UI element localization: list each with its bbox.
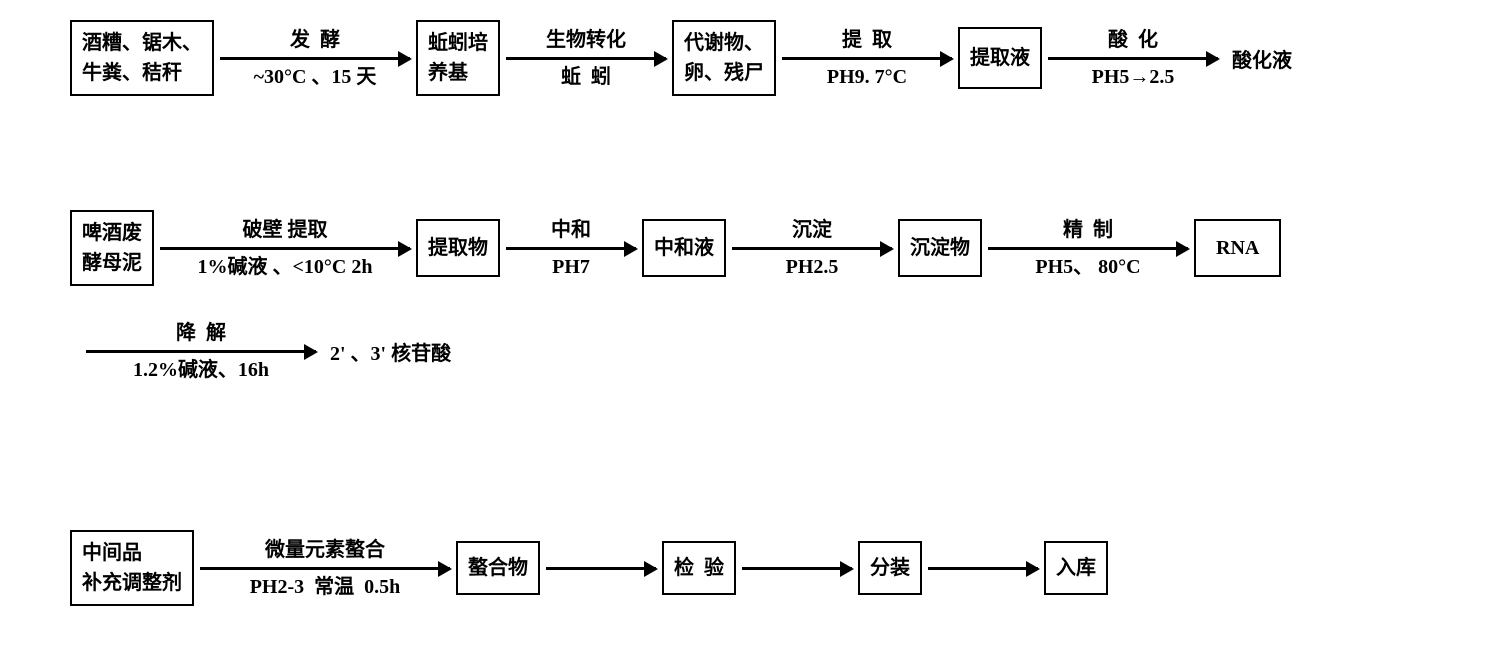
flow-row-2b: 降 解 1.2%碱液、16h 2' 、3' 核苷酸: [80, 320, 451, 383]
arrow-label-top: 降 解: [176, 320, 226, 350]
arrow-label-bot: PH9. 7°C: [827, 60, 907, 90]
arrow-bioconvert: 生物转化 蚯 蚓: [506, 27, 666, 90]
arrow-label-bot: PH2-3 常温 0.5h: [250, 570, 401, 600]
arrow-label-bot: PH5、 80°C: [1035, 250, 1140, 280]
arrow-line: [928, 567, 1038, 570]
arrow-line: [86, 350, 316, 353]
arrow-line: [200, 567, 450, 570]
flow-row-1: 酒糟、锯木、 牛粪、秸秆 发 酵 ~30°C 、15 天 蚯蚓培 养基 生物转化…: [70, 20, 1292, 96]
arrow-acidify: 酸 化 PH5→2.5: [1048, 27, 1218, 90]
arrow-to-pack: [742, 537, 852, 600]
arrow-label-bot: 1.2%碱液、16h: [133, 353, 269, 383]
arrow-label-bot: PH7: [552, 250, 590, 280]
arrow-label-top: 发 酵: [290, 27, 340, 57]
arrow-line: [1048, 57, 1218, 60]
arrow-extract: 提 取 PH9. 7°C: [782, 27, 952, 90]
box-neut-liquid: 中和液: [642, 219, 726, 277]
arrow-line: [506, 247, 636, 250]
arrow-label-top: 酸 化: [1108, 27, 1158, 57]
arrow-line: [160, 247, 410, 250]
arrow-line: [988, 247, 1188, 250]
box-rna: RNA: [1194, 219, 1281, 277]
flow-row-2: 啤酒废 酵母泥 破壁 提取 1%碱液 、<10°C 2h 提取物 中和 PH7 …: [70, 210, 1281, 286]
box-chelate: 螯合物: [456, 541, 540, 595]
box-pack: 分装: [858, 541, 922, 595]
arrow-label-top: 沉淀: [792, 217, 832, 247]
box-yeast-mud: 啤酒废 酵母泥: [70, 210, 154, 286]
arrow-label-top: 微量元素螯合: [265, 537, 385, 567]
arrow-to-store: [928, 537, 1038, 600]
arrow-label-bot: PH5→2.5: [1092, 60, 1175, 90]
box-inspect: 检 验: [662, 541, 736, 595]
text-acidified: 酸化液: [1232, 44, 1292, 73]
box-extract2: 提取物: [416, 219, 500, 277]
box-metabolites: 代谢物、 卵、残尸: [672, 20, 776, 96]
arrow-line: [742, 567, 852, 570]
arrow-label-top: 生物转化: [546, 27, 626, 57]
arrow-line: [782, 57, 952, 60]
arrow-label-bot: 1%碱液 、<10°C 2h: [198, 250, 373, 280]
arrow-line: [546, 567, 656, 570]
arrow-fermentation: 发 酵 ~30°C 、15 天: [220, 27, 410, 90]
arrow-label-bot: PH2.5: [786, 250, 839, 280]
box-store: 入库: [1044, 541, 1108, 595]
arrow-label-bot: ~30°C 、15 天: [254, 60, 377, 90]
arrow-chelate: 微量元素螯合 PH2-3 常温 0.5h: [200, 537, 450, 600]
arrow-wall-break: 破壁 提取 1%碱液 、<10°C 2h: [160, 217, 410, 280]
text-nucleotides: 2' 、3' 核苷酸: [330, 337, 451, 366]
arrow-label-top: 破壁 提取: [243, 217, 328, 247]
arrow-label-top: 提 取: [842, 27, 892, 57]
arrow-line: [732, 247, 892, 250]
box-intermediate: 中间品 补充调整剂: [70, 530, 194, 606]
arrow-refine: 精 制 PH5、 80°C: [988, 217, 1188, 280]
box-worm-medium: 蚯蚓培 养基: [416, 20, 500, 96]
box-extract: 提取液: [958, 27, 1042, 89]
arrow-label-top: [981, 537, 986, 567]
arrow-neutralize: 中和 PH7: [506, 217, 636, 280]
arrow-label-bot: 蚯 蚓: [561, 60, 611, 90]
arrow-label-top: [599, 537, 604, 567]
arrow-label-bot: [599, 570, 604, 600]
box-precipitate: 沉淀物: [898, 219, 982, 277]
arrow-label-bot: [981, 570, 986, 600]
arrow-line: [506, 57, 666, 60]
arrow-label-top: 精 制: [1063, 217, 1113, 247]
box-raw-materials: 酒糟、锯木、 牛粪、秸秆: [70, 20, 214, 96]
arrow-precipitate: 沉淀 PH2.5: [732, 217, 892, 280]
arrow-line: [220, 57, 410, 60]
flow-row-3: 中间品 补充调整剂 微量元素螯合 PH2-3 常温 0.5h 螯合物 检 验 分…: [70, 530, 1108, 606]
arrow-to-inspect: [546, 537, 656, 600]
arrow-label-top: 中和: [551, 217, 591, 247]
arrow-label-top: [795, 537, 800, 567]
arrow-label-bot: [795, 570, 800, 600]
arrow-degrade: 降 解 1.2%碱液、16h: [86, 320, 316, 383]
